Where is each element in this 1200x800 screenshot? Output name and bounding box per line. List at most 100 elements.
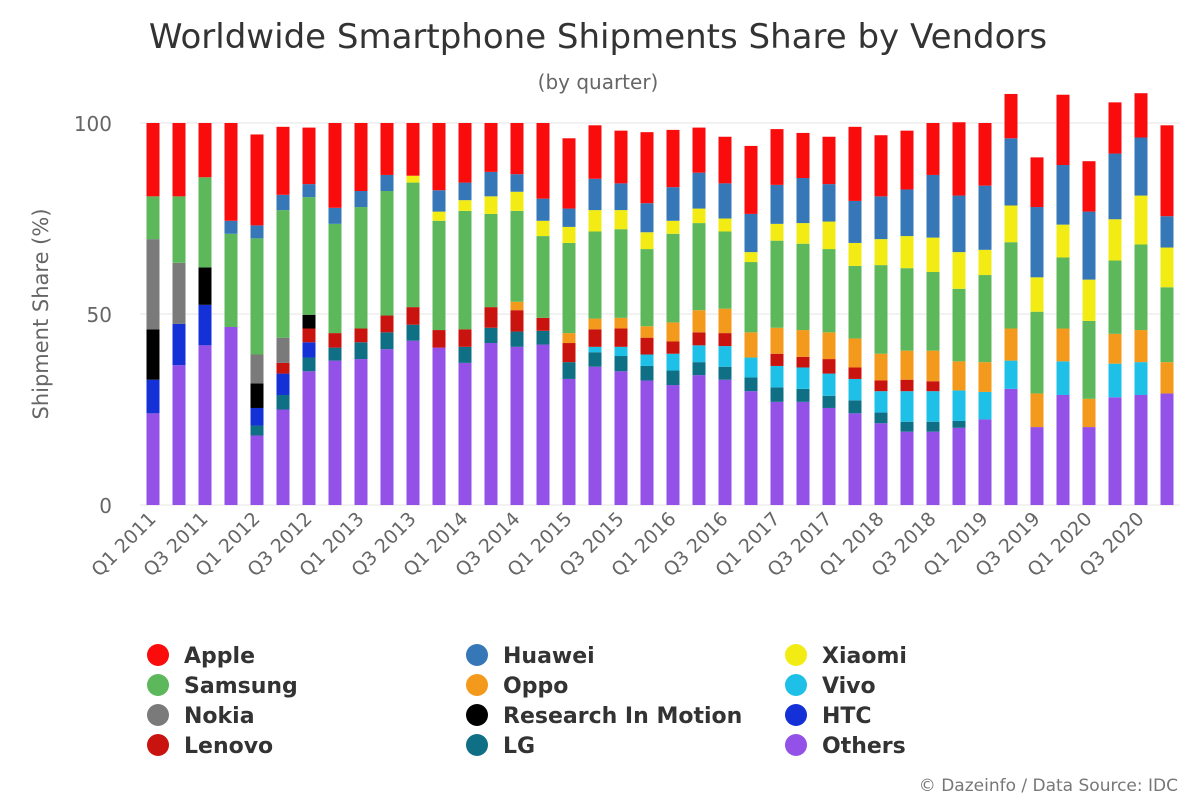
legend-item-others[interactable]: Others: [785, 734, 906, 759]
bars: [146, 93, 1174, 505]
bar-segment-xiaomi: [822, 221, 836, 250]
y-axis-ticks: 0 50 100: [74, 112, 112, 518]
bar-segment-xiaomi: [666, 220, 680, 234]
bar-segment-lg: [718, 366, 732, 380]
legend-item-lg[interactable]: LG: [466, 734, 535, 759]
bar-segment-apple: [1056, 94, 1070, 166]
bar-segment-research-in-motion: [250, 383, 264, 408]
bar-segment-others: [1004, 388, 1018, 505]
bar-segment-others: [1082, 427, 1096, 505]
bar-segment-others: [172, 365, 186, 505]
bar-segment-huawei: [1056, 165, 1070, 225]
bar-segment-xiaomi: [796, 223, 810, 244]
bar-segment-htc: [276, 373, 290, 395]
bar-segment-apple: [302, 127, 316, 185]
bar-segment-huawei: [276, 194, 290, 211]
bar-segment-others: [354, 359, 368, 505]
bar-segment-research-in-motion: [302, 314, 316, 329]
bar-segment-apple: [536, 123, 550, 199]
bar-segment-lenovo: [848, 367, 862, 379]
bar-segment-lenovo: [770, 353, 784, 366]
y-tick-label: 100: [74, 112, 112, 136]
legend-item-samsung[interactable]: Samsung: [147, 674, 298, 699]
legend-item-lenovo[interactable]: Lenovo: [147, 734, 273, 759]
bar-segment-samsung: [978, 275, 992, 363]
bar-segment-others: [978, 419, 992, 505]
bar-segment-lg: [848, 400, 862, 414]
bar-segment-xiaomi: [1108, 219, 1122, 261]
bar-segment-samsung: [1030, 311, 1044, 394]
bar-segment-others: [666, 385, 680, 505]
bar-segment-oppo: [952, 361, 966, 391]
bar-segment-huawei: [432, 190, 446, 212]
bar-segment-vivo: [796, 367, 810, 389]
bar-segment-huawei: [354, 190, 368, 208]
bar-segment-apple: [770, 129, 784, 185]
bar-segment-oppo: [510, 301, 524, 311]
bar-segment-huawei: [874, 196, 888, 240]
bar-segment-huawei: [1108, 153, 1122, 220]
bar-segment-samsung: [692, 223, 706, 311]
bar-segment-oppo: [614, 317, 628, 329]
bar-segment-huawei: [224, 220, 238, 234]
bar-segment-samsung: [614, 229, 628, 318]
bar-segment-xiaomi: [770, 223, 784, 241]
bar-segment-lg: [770, 387, 784, 402]
bar-segment-others: [900, 431, 914, 505]
bar-segment-samsung: [952, 288, 966, 362]
bar-segment-lenovo: [380, 315, 394, 333]
bar-segment-samsung: [432, 220, 446, 331]
bar-segment-samsung: [588, 231, 602, 319]
bar-segment-xiaomi: [406, 175, 420, 183]
bar-segment-samsung: [718, 231, 732, 309]
bar-segment-huawei: [588, 178, 602, 211]
bar-segment-apple: [1004, 93, 1018, 139]
legend-item-htc[interactable]: HTC: [785, 704, 872, 729]
legend-label: Others: [822, 734, 906, 759]
legend-item-research-in-motion[interactable]: Research In Motion: [466, 704, 742, 729]
bar-segment-others: [146, 413, 160, 505]
bar-segment-oppo: [1108, 333, 1122, 364]
bar-segment-samsung: [666, 233, 680, 323]
legend-item-nokia[interactable]: Nokia: [147, 704, 255, 729]
bar-segment-others: [848, 413, 862, 505]
bar-segment-others: [432, 347, 446, 505]
legend-marker: [147, 644, 169, 666]
legend-item-apple[interactable]: Apple: [147, 644, 255, 669]
bar-segment-apple: [926, 123, 940, 175]
bar-segment-huawei: [718, 183, 732, 219]
legend-label: Research In Motion: [503, 704, 742, 729]
bar-segment-samsung: [276, 210, 290, 338]
bar-segment-xiaomi: [848, 242, 862, 266]
bar-segment-lg: [484, 327, 498, 344]
bar-segment-apple: [562, 138, 576, 209]
bar-segment-others: [952, 427, 966, 505]
legend-item-vivo[interactable]: Vivo: [785, 674, 876, 699]
bar-segment-vivo: [640, 354, 654, 366]
bar-segment-lenovo: [614, 328, 628, 347]
bar-segment-huawei: [1030, 207, 1044, 278]
bar-segment-xiaomi: [692, 208, 706, 224]
bar-segment-oppo: [1056, 328, 1070, 362]
bar-segment-apple: [1160, 125, 1174, 217]
bar-segment-vivo: [718, 346, 732, 367]
bar-segment-lg: [562, 362, 576, 379]
bar-segment-huawei: [640, 203, 654, 233]
bar-segment-oppo: [718, 308, 732, 334]
bar-segment-others: [796, 401, 810, 505]
bar-segment-lenovo: [458, 329, 472, 347]
bar-segment-vivo: [614, 346, 628, 357]
bar-segment-xiaomi: [1134, 195, 1148, 245]
bar-segment-huawei: [666, 187, 680, 221]
legend-item-oppo[interactable]: Oppo: [466, 674, 568, 699]
legend-item-huawei[interactable]: Huawei: [466, 644, 595, 669]
bar-segment-samsung: [510, 210, 524, 302]
bar-segment-lg: [302, 357, 316, 372]
bar-segment-lg: [510, 331, 524, 347]
legend-item-xiaomi[interactable]: Xiaomi: [785, 644, 907, 669]
bar-segment-nokia: [172, 262, 186, 324]
bar-segment-xiaomi: [510, 191, 524, 211]
bar-segment-htc: [172, 323, 186, 366]
bar-segment-apple: [1134, 93, 1148, 138]
bar-segment-vivo: [666, 353, 680, 371]
